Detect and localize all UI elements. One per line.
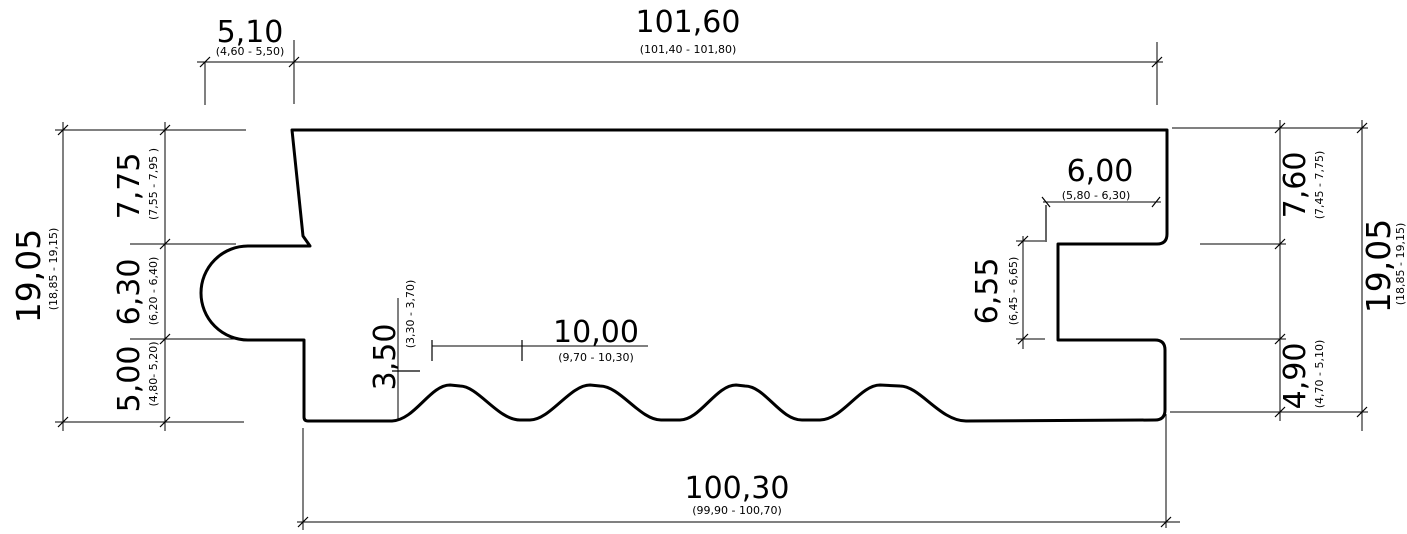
dimension-tongue-height: 6,55 (6,45 - 6,65) xyxy=(970,235,1045,349)
tongue-length-tolerance: (5,80 - 6,30) xyxy=(1062,189,1131,202)
groove-pitch-value: 10,00 xyxy=(553,315,639,350)
right-top-value: 7,60 xyxy=(1278,152,1313,219)
tongue-height-value: 6,55 xyxy=(970,258,1005,325)
dimension-tongue-length: 6,00 (5,80 - 6,30) xyxy=(1041,154,1161,242)
right-bottom-value: 4,90 xyxy=(1278,343,1313,410)
right-top-tolerance: (7,45 - 7,75) xyxy=(1313,151,1326,220)
dimension-right-stack: 7,60 (7,45 - 7,75) 4,90 (4,70 - 5,10) xyxy=(1274,120,1326,421)
left-bottom-value: 5,00 xyxy=(112,346,147,413)
top-length-value: 101,60 xyxy=(636,5,741,40)
dimension-bottom-length: 100,30 (99,90 - 100,70) xyxy=(297,414,1180,530)
left-top-tolerance: (7,55 - 7,95 ) xyxy=(147,148,160,220)
dimension-top-length: 101,60 (101,40 - 101,80) xyxy=(294,5,1163,105)
left-bottom-tolerance: (4,80- 5,20) xyxy=(147,341,160,406)
dimension-top-notch: 5,10 (4,60 - 5,50) xyxy=(197,15,300,105)
left-middle-tolerance: (6,20 - 6,40) xyxy=(147,257,160,326)
board-profile-outline xyxy=(199,128,1169,423)
right-extension-lines xyxy=(1170,127,1368,413)
groove-depth-tolerance: (3,30 - 3,70) xyxy=(404,280,417,349)
left-middle-value: 6,30 xyxy=(112,259,147,326)
left-extension-lines xyxy=(55,129,246,423)
dimension-left-stack: 7,75 (7,55 - 7,95 ) 6,30 (6,20 - 6,40) 5… xyxy=(112,122,171,431)
right-bottom-tolerance: (4,70 - 5,10) xyxy=(1313,340,1326,409)
left-top-value: 7,75 xyxy=(112,153,147,220)
groove-depth-value: 3,50 xyxy=(368,324,403,391)
top-notch-tolerance: (4,60 - 5,50) xyxy=(216,45,285,58)
right-total-tolerance: (18,85 - 19,15) xyxy=(1394,223,1407,306)
left-total-tolerance: (18,85 - 19,15) xyxy=(47,228,60,311)
groove-pitch-tolerance: (9,70 - 10,30) xyxy=(558,351,634,364)
dimension-right-total: 19,05 (18,85 - 19,15) xyxy=(1356,120,1407,431)
dimension-left-total: 19,05 (18,85 - 19,15) xyxy=(9,122,69,431)
dimension-groove-depth: 3,50 (3,30 - 3,70) xyxy=(368,280,420,421)
right-total-value: 19,05 xyxy=(1359,219,1398,313)
bottom-length-tolerance: (99,90 - 100,70) xyxy=(692,504,782,517)
tongue-height-tolerance: (6,45 - 6,65) xyxy=(1007,257,1020,326)
top-length-tolerance: (101,40 - 101,80) xyxy=(640,43,737,56)
bottom-length-value: 100,30 xyxy=(685,471,790,506)
dimension-groove-pitch: 10,00 (9,70 - 10,30) xyxy=(431,315,648,364)
tongue-length-value: 6,00 xyxy=(1067,154,1134,189)
left-total-value: 19,05 xyxy=(9,229,48,323)
top-notch-value: 5,10 xyxy=(217,15,284,50)
